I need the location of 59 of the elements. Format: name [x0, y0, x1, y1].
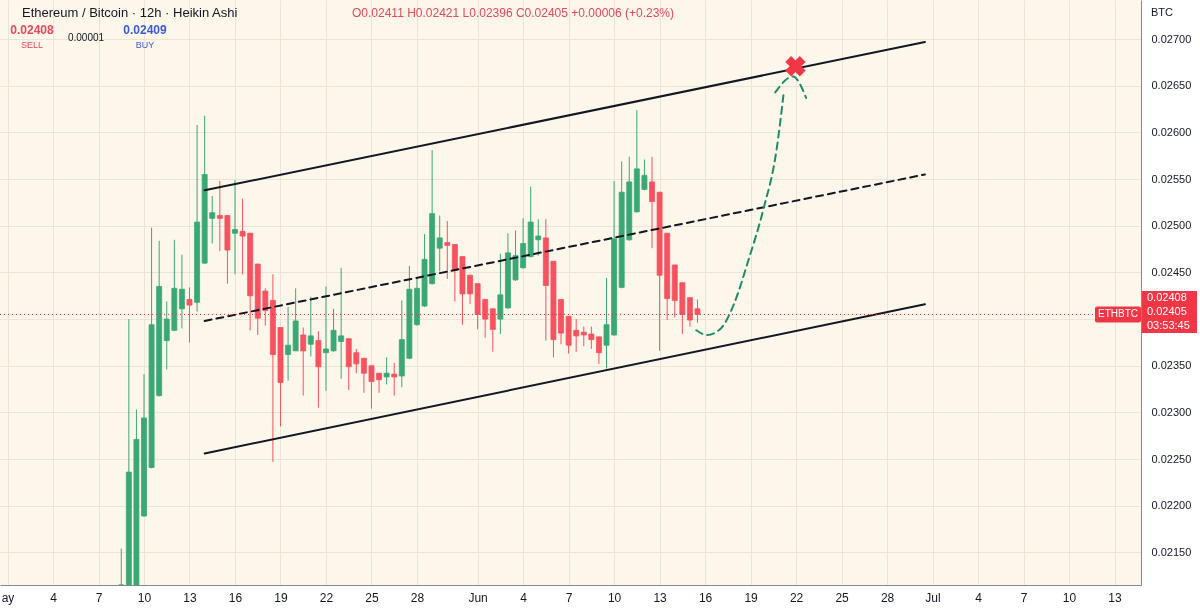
- x-tick-label: 10: [137, 590, 152, 605]
- x-tick-label: 28: [880, 590, 895, 605]
- y-tick-label: 0.02700: [1151, 32, 1192, 45]
- x-tick-label: 13: [183, 590, 197, 605]
- x-tick-label: 4: [520, 590, 528, 605]
- x-tick-label: 16: [698, 590, 713, 605]
- candlestick: [307, 296, 314, 357]
- x-tick-label: 28: [410, 590, 425, 605]
- x-tick-label: Jul: [925, 590, 941, 605]
- chart-title: Ethereum / Bitcoin · 12h · Heikin Ashi: [22, 5, 238, 20]
- text: BTC: [1151, 6, 1174, 18]
- y-tick-label: 0.02150: [1151, 545, 1192, 558]
- text: 0.02405: [1147, 305, 1187, 317]
- annotation: 0.00001: [67, 32, 105, 43]
- ref-line-label: ETHBTC: [1098, 308, 1138, 320]
- x-tick-label: 13: [653, 590, 668, 605]
- annotation: O0.02411 H0.02421 L0.02396 C0.02405 +0.00006 (+0.23%): [352, 6, 675, 20]
- x-tick-label: 25: [835, 590, 850, 605]
- candlestick: [118, 548, 125, 586]
- y-tick-label: 0.02200: [1151, 499, 1192, 512]
- x-tick-label: 19: [274, 590, 288, 605]
- candlestick: [436, 215, 443, 273]
- x-tick-label: 22: [789, 590, 804, 605]
- candlestick: [444, 220, 451, 280]
- x-tick-label: 10: [1062, 590, 1077, 605]
- x-tick-label: 4: [975, 590, 983, 605]
- y-tick-label: 0.02350: [1151, 359, 1192, 372]
- x-tick-label: 13: [1108, 590, 1123, 605]
- y-tick-label: 0.02550: [1151, 172, 1192, 185]
- x-tick-label: 25: [365, 590, 379, 605]
- candlestick: [489, 308, 496, 353]
- x-tick-label: 10: [607, 590, 622, 605]
- annotation: SELL: [20, 40, 44, 50]
- x-tick-label: 4: [50, 590, 58, 605]
- x-tick-label: 19: [744, 590, 759, 605]
- y-tick-label: 0.02300: [1151, 405, 1192, 418]
- text: 0.02408: [1147, 291, 1187, 303]
- annotation: BUY: [135, 40, 155, 50]
- candlestick: [383, 356, 390, 385]
- x-tick-label: 22: [319, 590, 334, 605]
- candlestick: [179, 254, 185, 329]
- x-tick-label: ay: [1, 590, 15, 605]
- x-tick-label: Jun: [468, 590, 488, 605]
- y-tick-label: 0.02650: [1151, 79, 1192, 92]
- y-tick-label: 0.02250: [1151, 452, 1192, 465]
- candlestick: [186, 286, 193, 343]
- y-tick-label: 0.02450: [1151, 265, 1192, 278]
- candlestick: [232, 179, 238, 275]
- annotation: 0.02409: [123, 23, 168, 37]
- x-tick-label: 16: [228, 590, 243, 605]
- candlestick: [300, 326, 307, 397]
- x-tick-label: 7: [1020, 590, 1028, 605]
- y-tick-label: 0.02600: [1151, 125, 1192, 138]
- annotation: 0.02408: [10, 23, 55, 37]
- x-tick-label: 7: [565, 590, 573, 605]
- y-tick-label: 0.02500: [1151, 219, 1192, 232]
- candlestick: [391, 362, 398, 397]
- x-tick-label: 7: [95, 590, 103, 605]
- text: 03:53:45: [1147, 319, 1190, 331]
